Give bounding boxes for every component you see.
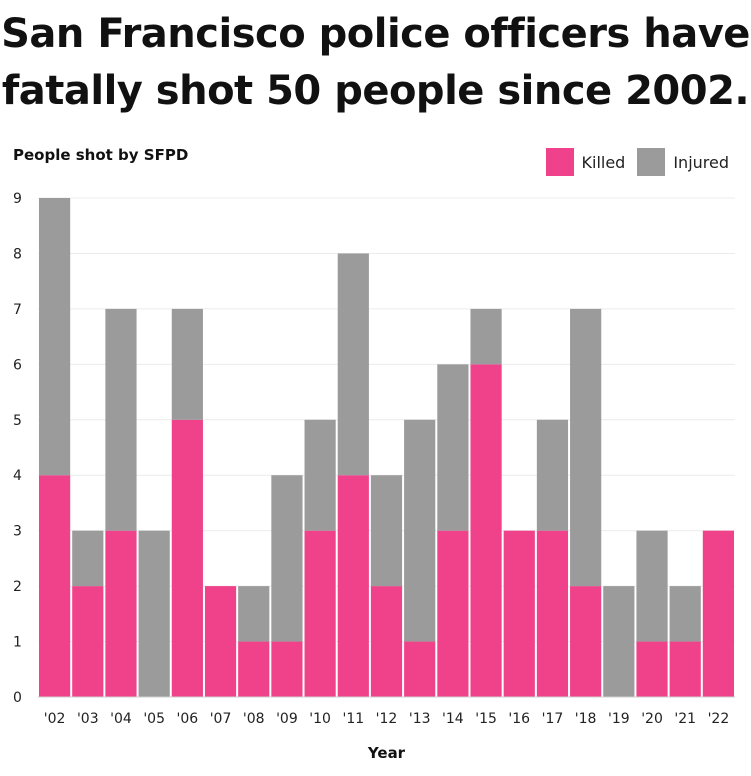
x-tick-label-15: '17 [542,711,564,727]
y-tick-label-3: 3 [13,524,22,540]
legend-item-killed: Killed [545,148,626,176]
y-tick-label-8: 8 [13,246,22,262]
bar-killed-4 [171,419,203,697]
x-tick-label-12: '14 [442,711,464,727]
chart-title: San Francisco police officers have fatal… [0,6,751,120]
x-tick-label-1: '03 [77,711,99,727]
bar-injured-10 [370,475,403,587]
bar-injured-6 [238,586,270,642]
x-tick-label-0: '02 [44,711,66,727]
x-tick-label-11: '13 [409,711,431,727]
bar-killed-13 [470,364,502,697]
x-tick-label-10: '12 [376,711,398,727]
bar-killed-14 [503,530,535,697]
bar-injured-1 [72,530,104,587]
x-tick-label-2: '04 [110,711,132,727]
legend: Killed Injured [534,148,729,176]
bar-injured-15 [536,419,569,531]
bar-injured-0 [39,198,71,476]
x-tick-label-19: '21 [674,711,696,727]
x-tick-label-8: '10 [309,711,331,727]
x-axis-title: Year [367,744,406,762]
title-line-2: fatally shot 50 people since 2002. [1,68,750,114]
x-tick-label-16: '18 [575,711,597,727]
x-tick-label-18: '20 [641,711,663,727]
x-tick-label-7: '09 [276,711,298,727]
legend-swatch-injured [637,148,666,176]
x-tick-label-3: '05 [143,711,165,727]
bar-killed-1 [72,586,104,697]
legend-item-injured: Injured [637,148,729,176]
bar-killed-9 [337,475,369,697]
legend-label-killed: Killed [581,152,626,172]
bar-killed-12 [437,530,469,697]
bar-injured-2 [105,308,137,531]
bar-injured-7 [271,475,303,642]
legend-label-injured: Injured [673,152,729,172]
x-tick-label-13: '15 [475,711,497,727]
bar-killed-5 [204,586,237,697]
bar-injured-12 [437,364,469,531]
bar-killed-20 [702,530,734,697]
x-tick-label-17: '19 [608,711,630,727]
bar-injured-13 [470,308,502,365]
bar-injured-9 [337,253,369,476]
bar-killed-11 [404,641,436,697]
bar-injured-17 [603,586,635,697]
bar-killed-6 [238,641,270,697]
bar-killed-15 [536,530,569,697]
bar-injured-18 [636,530,668,642]
bar-injured-11 [404,419,436,642]
bar-injured-3 [138,530,170,697]
bar-injured-19 [669,586,701,642]
bar-killed-8 [304,530,336,697]
y-tick-label-1: 1 [13,635,22,651]
x-tick-label-6: '08 [243,711,265,727]
bar-killed-18 [636,641,668,697]
bar-killed-2 [105,530,137,697]
bar-injured-4 [171,308,203,420]
x-tick-label-20: '22 [708,711,730,727]
y-tick-label-6: 6 [13,357,22,373]
y-tick-label-7: 7 [13,302,22,318]
bar-injured-16 [570,308,602,587]
bar-injured-8 [304,419,336,531]
bar-killed-7 [271,641,303,697]
bar-killed-19 [669,641,701,697]
x-tick-label-4: '06 [177,711,199,727]
y-tick-label-5: 5 [13,413,22,429]
y-tick-label-9: 9 [13,191,22,207]
bar-killed-0 [39,475,71,697]
y-tick-label-4: 4 [13,468,22,484]
y-tick-label-0: 0 [13,690,22,706]
bar-killed-16 [570,586,602,697]
y-tick-label-2: 2 [13,579,22,595]
x-tick-label-14: '16 [508,711,530,727]
x-tick-label-5: '07 [210,711,232,727]
bar-killed-10 [370,586,403,697]
legend-swatch-killed [545,148,574,176]
x-tick-label-9: '11 [342,711,364,727]
title-line-1: San Francisco police officers have [1,11,750,57]
chart-subtitle: People shot by SFPD [13,146,189,164]
